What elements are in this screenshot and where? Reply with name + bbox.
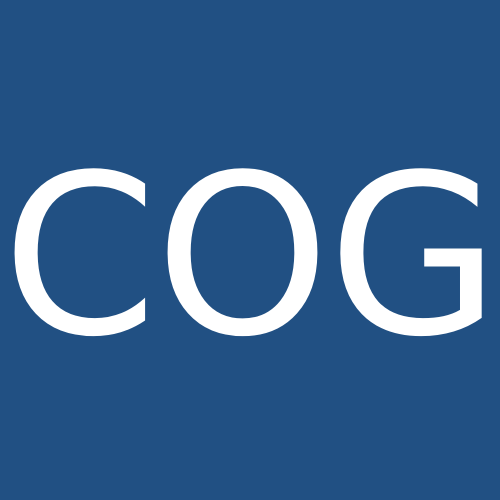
initials-text: COG: [2, 128, 500, 386]
